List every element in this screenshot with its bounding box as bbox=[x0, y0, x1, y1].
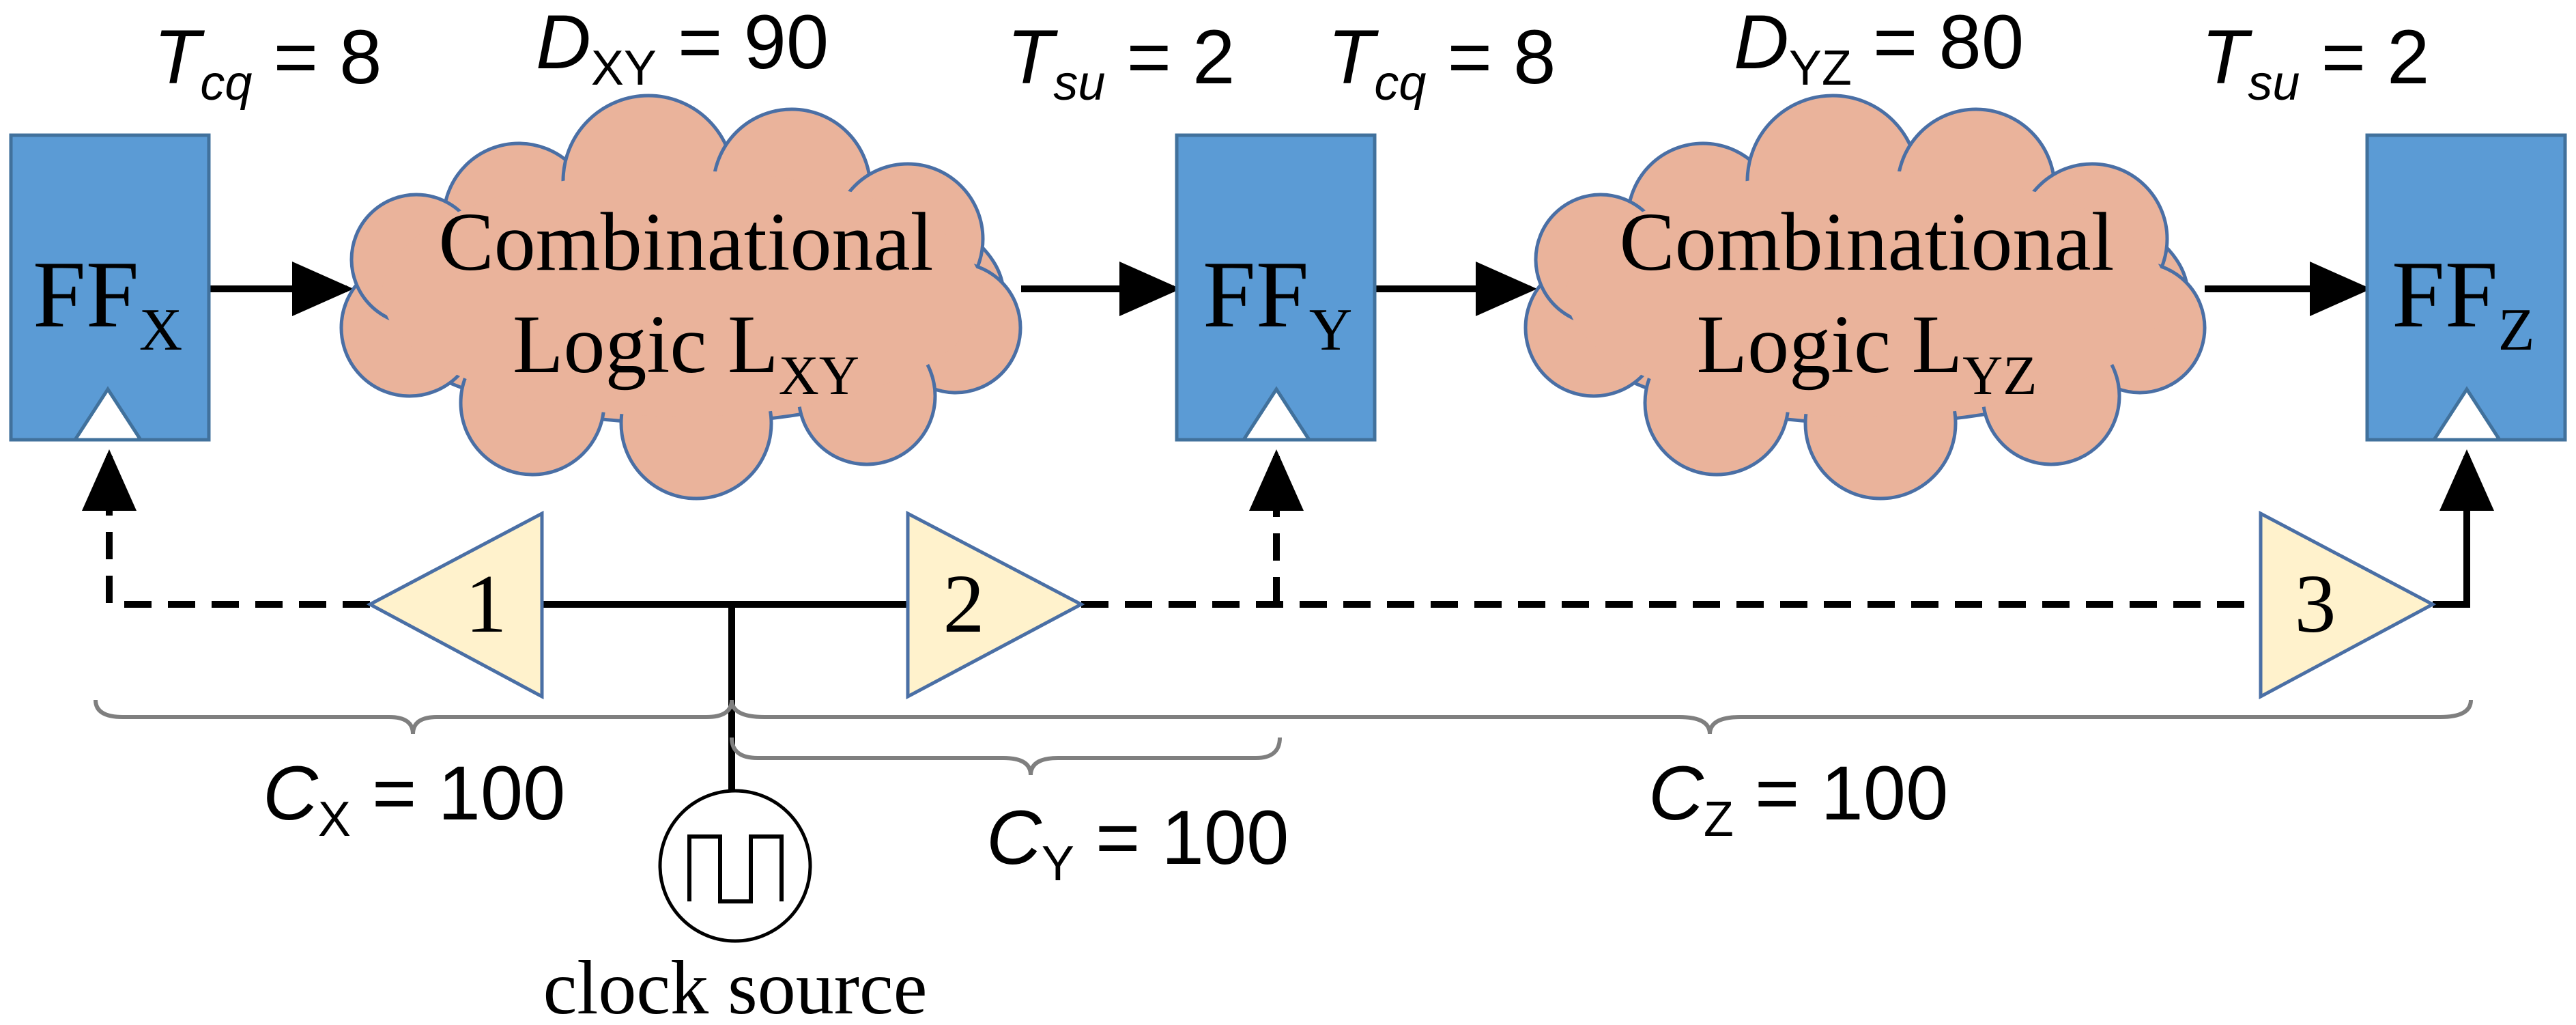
buffer-3-label: 3 bbox=[2295, 558, 2336, 650]
flipflop-x-label: FFX bbox=[33, 242, 182, 363]
clock-input-triangle-y bbox=[1240, 386, 1313, 442]
cloud-xy-line2: Logic LXY bbox=[513, 298, 859, 406]
tsu-z-label: Tsu = 2 bbox=[2201, 14, 2429, 111]
clock-source-circle bbox=[658, 789, 812, 943]
buffer-1: 1 bbox=[366, 510, 544, 700]
buffer-3: 3 bbox=[2259, 510, 2437, 700]
d-yz-label: DYZ = 80 bbox=[1734, 0, 2024, 96]
clock-input-triangle-x bbox=[72, 386, 144, 442]
tcq-y-label: Tcq = 8 bbox=[1328, 14, 1556, 111]
cloud-yz-line1: Combinational bbox=[1619, 196, 2114, 288]
brace-cx bbox=[94, 699, 734, 735]
flipflop-z-label: FFZ bbox=[2392, 242, 2535, 363]
cy-label: CY = 100 bbox=[986, 795, 1289, 891]
buffer-1-label: 1 bbox=[466, 558, 507, 650]
flipflop-x: FFX bbox=[9, 133, 211, 442]
cx-label: CX = 100 bbox=[263, 750, 565, 847]
cloud-yz-line2: Logic LYZ bbox=[1697, 298, 2037, 406]
clock-input-triangle-z bbox=[2431, 386, 2503, 442]
clock-path-x bbox=[82, 449, 370, 608]
d-xy-label: DXY = 90 bbox=[536, 0, 829, 96]
buffer-3-triangle bbox=[2259, 510, 2437, 700]
flipflop-z: FFZ bbox=[2365, 133, 2567, 442]
clock-source: clock source bbox=[543, 789, 928, 1025]
buffer-2: 2 bbox=[906, 510, 1085, 700]
clock-source-label: clock source bbox=[543, 946, 928, 1025]
cz-label: CZ = 100 bbox=[1648, 750, 1948, 847]
flipflop-x-body bbox=[9, 133, 211, 442]
square-wave-icon bbox=[687, 834, 784, 903]
combinational-logic-yz: Combinational Logic LYZ bbox=[1523, 94, 2207, 501]
brace-cz bbox=[730, 699, 2473, 735]
tsu-y-label: Tsu = 2 bbox=[1007, 14, 1235, 111]
clock-path-z bbox=[2433, 449, 2494, 608]
flipflop-y: FFY bbox=[1175, 133, 1377, 442]
tcq-x-label: Tcq = 8 bbox=[154, 14, 382, 111]
combinational-logic-xy: Combinational Logic LXY bbox=[339, 94, 1022, 501]
cloud-xy-line1: Combinational bbox=[438, 196, 933, 288]
brace-cy bbox=[730, 737, 1282, 776]
buffer-2-triangle bbox=[906, 510, 1085, 700]
buffer-2-label: 2 bbox=[943, 558, 985, 650]
buffer-1-triangle bbox=[366, 510, 544, 700]
flipflop-y-label: FFY bbox=[1203, 242, 1352, 363]
